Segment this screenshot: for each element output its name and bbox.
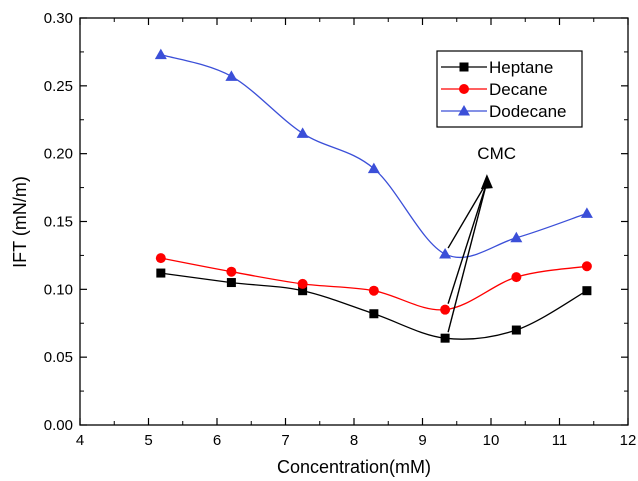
data-point-dodecane [367,162,380,174]
legend-marker-dodecane [458,105,470,116]
legend-marker-heptane [459,62,469,72]
data-point-heptane [156,268,166,278]
y-axis-title: IFT (mN/m) [10,176,30,268]
data-point-heptane [582,286,592,296]
x-tick-label: 9 [418,432,426,449]
series-markers [154,48,593,343]
data-point-decane [368,285,379,296]
y-tick-label: 0.20 [44,146,73,163]
data-point-dodecane [154,48,167,60]
data-point-dodecane [225,70,238,81]
x-tick-label: 12 [620,432,637,449]
x-tick-label: 6 [213,432,221,449]
data-point-heptane [369,309,379,319]
data-point-dodecane [439,248,452,259]
cmc-arrow-head [480,174,493,190]
cmc-label: CMC [477,144,516,163]
data-point-heptane [440,333,450,343]
cmc-arrow-line [447,181,488,333]
x-tick-label: 8 [350,432,358,449]
data-point-decane [511,272,522,283]
data-point-dodecane [580,207,593,218]
x-axis-title: Concentration(mM) [277,457,431,477]
cmc-annotation: CMC [447,144,516,333]
legend-label-dodecane: Dodecane [489,102,567,121]
x-tick-label: 11 [552,432,568,449]
data-point-heptane [298,286,308,296]
data-point-decane [297,278,308,289]
x-tick-label: 5 [144,432,152,449]
y-tick-label: 0.30 [44,10,73,27]
y-tick-label: 0.00 [44,417,73,434]
cmc-arrow-line [447,181,488,249]
x-tick-label: 7 [281,432,289,449]
data-point-decane [226,266,237,277]
y-tick-label: 0.10 [44,281,73,298]
x-tick-label: 10 [483,432,500,449]
y-tick-label: 0.25 [44,78,73,95]
data-point-decane [581,261,592,272]
data-point-heptane [226,278,236,288]
data-point-heptane [511,325,521,335]
legend-label-decane: Decane [489,80,548,99]
axes: 4 5 6 7 8 9 10 11 12 0.00 0.05 0.10 0.15 0.20 0.25 0.30 [44,10,637,449]
data-point-dodecane [510,231,523,243]
cmc-arrow-line [447,181,488,304]
x-tick-label: 4 [76,432,84,449]
legend: Heptane Decane Dodecane [436,50,583,128]
y-tick-label: 0.05 [44,349,73,366]
legend-label-heptane: Heptane [489,58,553,77]
legend-marker-decane [459,84,469,94]
data-point-decane [155,253,166,264]
data-point-decane [440,304,451,315]
data-point-dodecane [296,127,309,138]
y-tick-label: 0.15 [44,214,73,231]
